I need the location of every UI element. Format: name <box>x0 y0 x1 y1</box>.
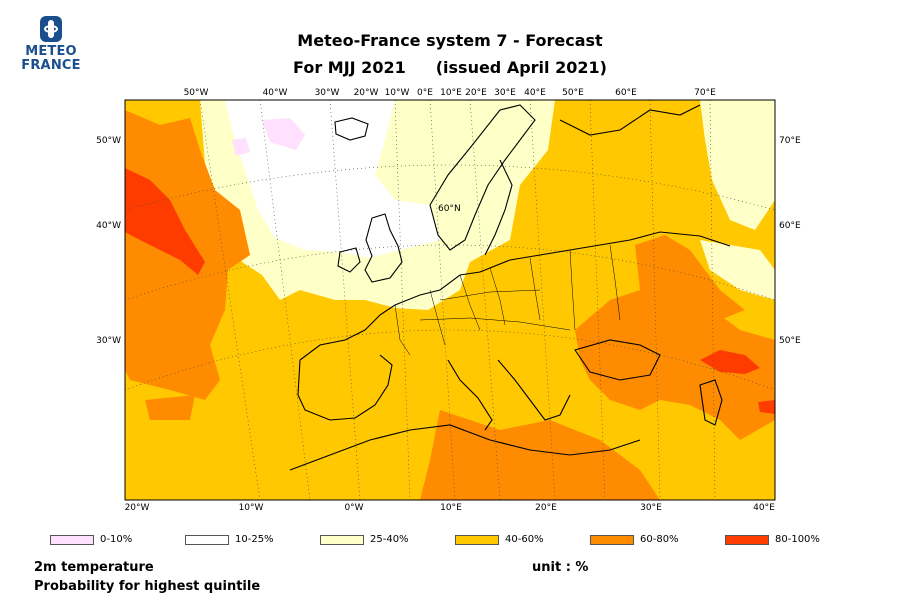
field-60-80-russia <box>635 235 745 320</box>
legend-swatch <box>320 534 364 545</box>
right-axis-labels: 70°E 60°E 50°E <box>779 136 801 346</box>
legend-swatch <box>455 534 499 545</box>
bottom-lon-label-4: 20°E <box>535 503 557 510</box>
graticule <box>125 100 775 500</box>
probability-fields <box>125 100 775 500</box>
top-lon-label-5: 0°E <box>417 88 433 98</box>
field-80-100-east <box>700 350 760 374</box>
coastlines <box>289 104 731 471</box>
country-borders <box>394 244 621 356</box>
right-axis-label-0: 70°E <box>779 136 801 146</box>
field-80-100-west <box>125 168 205 275</box>
bottom-lon-label-5: 30°E <box>640 503 662 510</box>
legend-item: 60-80% <box>590 534 679 545</box>
bottom-lon-label-6: 40°E <box>753 503 775 510</box>
forecast-subtitle: For MJJ 2021 (issued April 2021) <box>230 58 670 77</box>
field-25-40-east <box>700 100 775 230</box>
legend-label: 80-100% <box>775 534 820 545</box>
logo-line-2: FRANCE <box>21 58 81 73</box>
legend-item: 25-40% <box>320 534 409 545</box>
map-svg: 50°W 40°W 30°W 20°W 10°W 0°E 10°E 20°E 30°E 40°E 5… <box>96 88 801 510</box>
top-lon-label-9: 40°E <box>524 88 546 98</box>
field-25-40-russia <box>700 240 775 300</box>
bottom-lon-label-0: 20°W <box>125 503 150 510</box>
unit-label: unit : % <box>532 560 589 575</box>
field-80-100-east2 <box>758 400 775 414</box>
legend-label: 60-80% <box>640 534 679 545</box>
legend-swatch <box>590 534 634 545</box>
right-axis-label-1: 60°E <box>779 221 801 231</box>
field-60-80-south <box>420 410 660 500</box>
legend-item: 10-25% <box>185 534 274 545</box>
map-frame <box>124 99 776 501</box>
top-lon-label-12: 70°E <box>694 88 716 98</box>
top-lon-label-6: 10°E <box>440 88 462 98</box>
probability-map: 50°W 40°W 30°W 20°W 10°W 0°E 10°E 20°E 30°E 40°E 5… <box>0 80 900 510</box>
meteo-france-logo-icon <box>40 16 62 42</box>
variable-description: Probability for highest quintile <box>34 579 261 594</box>
left-axis-label-0: 50°W <box>96 136 121 146</box>
field-0-10-b <box>232 138 250 156</box>
latitude-60n-label: 60°N <box>438 204 461 214</box>
forecast-title: Meteo-France system 7 - Forecast <box>297 31 603 50</box>
bottom-lon-label-1: 10°W <box>239 503 264 510</box>
top-lon-label-1: 40°W <box>263 88 288 98</box>
legend-swatch <box>50 534 94 545</box>
top-lon-label-2: 30°W <box>315 88 340 98</box>
variable-name: 2m temperature <box>34 560 154 575</box>
meteo-france-logo: METEO FRANCE <box>18 16 84 73</box>
field-60-80-atlantic <box>145 395 195 420</box>
top-lon-label-3: 20°W <box>354 88 379 98</box>
legend-label: 25-40% <box>370 534 409 545</box>
field-60-80-se <box>575 285 775 440</box>
top-lon-label-4: 10°W <box>385 88 410 98</box>
legend-item: 0-10% <box>50 534 132 545</box>
top-lon-label-11: 60°E <box>615 88 637 98</box>
legend-label: 10-25% <box>235 534 274 545</box>
top-lon-label-8: 30°E <box>494 88 516 98</box>
field-0-10-a <box>262 118 305 150</box>
legend: 0-10% 10-25% 25-40% 40-60% 60-80% 80-100% <box>0 534 900 548</box>
bottom-lon-label-2: 0°W <box>344 503 363 510</box>
legend-item: 40-60% <box>455 534 544 545</box>
bottom-lon-label-3: 10°E <box>440 503 462 510</box>
left-axis-label-2: 30°W <box>96 336 121 346</box>
bottom-longitude-labels: 20°W 10°W 0°W 10°E 20°E 30°E 40°E <box>125 503 776 510</box>
legend-swatch <box>185 534 229 545</box>
top-lon-label-7: 20°E <box>465 88 487 98</box>
left-axis-label-1: 40°W <box>96 221 121 231</box>
forecast-issued: (issued April 2021) <box>435 58 607 77</box>
top-lon-label-10: 50°E <box>562 88 584 98</box>
right-axis-label-2: 50°E <box>779 336 801 346</box>
top-lon-label-0: 50°W <box>184 88 209 98</box>
legend-swatch <box>725 534 769 545</box>
legend-label: 0-10% <box>100 534 133 545</box>
logo-line-1: METEO <box>25 44 77 59</box>
left-axis-labels: 50°W 40°W 30°W <box>96 136 121 346</box>
legend-item: 80-100% <box>725 534 820 545</box>
legend-label: 40-60% <box>505 534 544 545</box>
top-longitude-labels: 50°W 40°W 30°W 20°W 10°W 0°E 10°E 20°E 30°E 40°E 5… <box>184 88 717 98</box>
forecast-period: For MJJ 2021 <box>293 58 406 77</box>
